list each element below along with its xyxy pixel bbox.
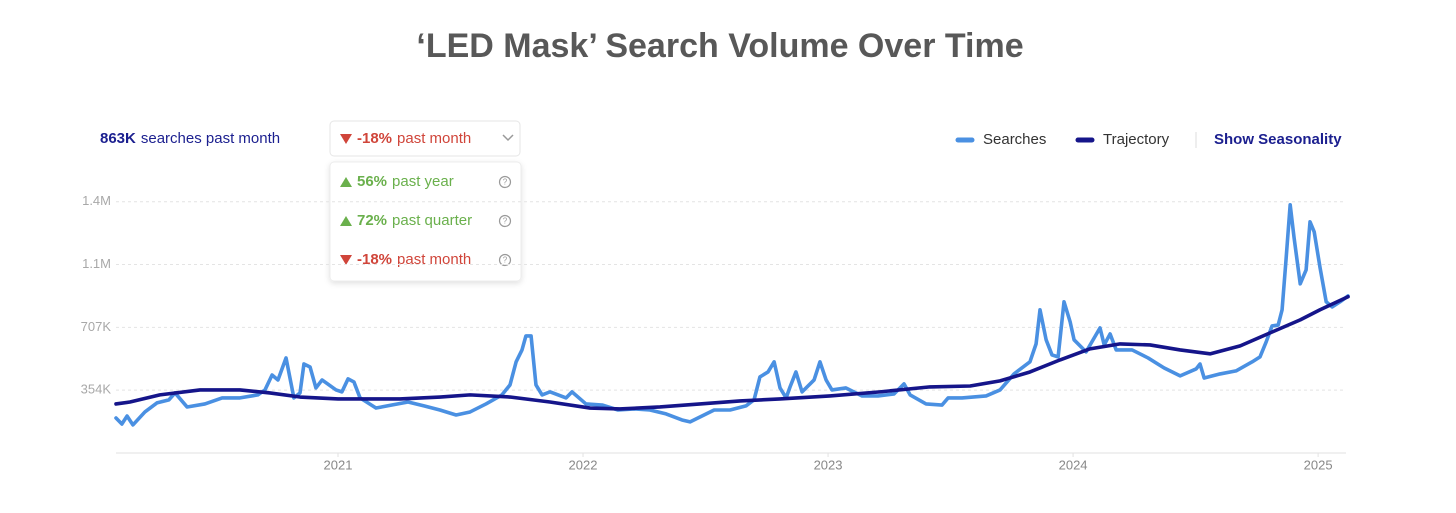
help-icon-mark: ? [503, 217, 508, 226]
change-text: -18% past month [357, 130, 471, 147]
legend-label: Searches [983, 131, 1046, 148]
help-icon [498, 214, 512, 228]
dropdown-button[interactable] [329, 120, 521, 157]
x-tick-label: 2024 [1059, 457, 1088, 472]
y-tick-label: 707K [81, 319, 112, 334]
change-value: 56% [357, 173, 387, 190]
help-icon [498, 253, 512, 267]
change-period: past month [397, 130, 471, 147]
x-tick-label: 2025 [1304, 457, 1333, 472]
searches-value: 863K [100, 130, 136, 147]
help-icon-mark: ? [503, 178, 508, 187]
change-text: -18% past month [357, 251, 471, 268]
y-tick-label: 354K [81, 382, 112, 397]
series-line [114, 295, 1350, 411]
down-arrow [340, 134, 352, 144]
legend: Searches Trajectory [955, 131, 1170, 148]
chart-title: ‘LED Mask’ Search Volume Over Time [416, 27, 1023, 65]
change-period: past quarter [392, 212, 472, 229]
help-icon-mark: ? [503, 256, 508, 265]
change-value: -18% [357, 130, 392, 147]
show-seasonality[interactable]: Show Seasonality [1214, 131, 1342, 148]
help-icon [498, 175, 512, 189]
dropdown-options: 56% past year ? 72% past quarter ? -18% past mo… [340, 173, 512, 268]
up-arrow [340, 177, 352, 187]
change-period: past year [392, 173, 454, 190]
searches-label: searches past month [141, 130, 280, 147]
legend-label: Trajectory [1103, 131, 1170, 148]
x-tick-label: 2022 [569, 457, 598, 472]
searches-summary: 863K searches past month [100, 130, 280, 147]
change-value: 72% [357, 212, 387, 229]
y-tick-label: 1.1M [82, 256, 111, 271]
change-text: 72% past quarter [357, 212, 472, 229]
up-arrow [340, 216, 352, 226]
x-tick-label: 2021 [324, 457, 353, 472]
period-dropdown[interactable] [329, 120, 521, 157]
dropdown-panel [329, 161, 522, 282]
dropdown-selected: -18% past month [340, 130, 471, 147]
change-text: 56% past year [357, 173, 454, 190]
change-value: -18% [357, 251, 392, 268]
series-line [114, 202, 1350, 427]
x-tick-label: 2023 [814, 457, 843, 472]
change-period: past month [397, 251, 471, 268]
down-arrow [340, 255, 352, 265]
y-tick-label: 1.4M [82, 193, 111, 208]
dropdown-chevron [502, 134, 514, 142]
